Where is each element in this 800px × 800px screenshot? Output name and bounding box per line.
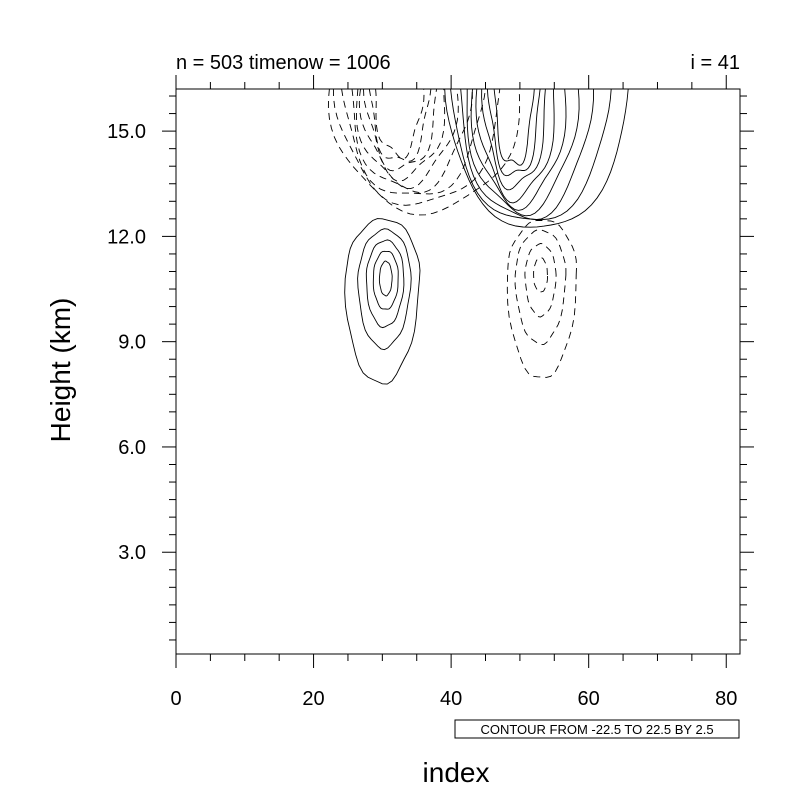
positive-contour [444,88,629,228]
axis-tick-labels: 0 20 40 60 80 3.0 6.0 9.0 12.0 15.0 [107,121,737,710]
positive-contour [378,260,393,297]
x-tick-label: 80 [715,688,737,710]
x-axis-label: index [423,757,490,788]
title-left: n = 503 timenow = 1006 [176,52,391,74]
contour-lines [327,88,629,385]
x-tick-label: 60 [578,688,600,710]
positive-contour [466,88,580,217]
y-tick-label: 12.0 [107,226,146,248]
positive-contour [365,239,405,329]
title-right: i = 41 [691,52,740,74]
x-tick-label: 0 [170,688,181,710]
negative-contour [533,257,548,293]
negative-contour [506,219,577,378]
y-tick-label: 6.0 [118,437,146,459]
y-tick-label: 15.0 [107,121,146,143]
y-tick-label: 9.0 [118,332,146,354]
positive-contour [372,250,399,310]
negative-contour [363,88,438,172]
plot-frame [175,88,741,655]
y-axis-label: Height (km) [45,298,76,443]
negative-contour [524,243,557,318]
negative-contour [341,88,486,195]
positive-contour [470,88,567,211]
negative-contour [355,88,459,190]
x-tick-label: 20 [302,688,324,710]
positive-contour [475,88,555,204]
x-tick-label: 40 [440,688,462,710]
negative-contour [514,229,567,346]
positive-contour [493,88,535,166]
negative-contour [351,88,473,194]
negative-contour [327,88,521,216]
contour-info-box [454,719,740,739]
negative-contour [358,88,446,182]
negative-contour [375,88,425,160]
positive-contour [460,88,594,221]
axis-ticks [162,75,754,668]
y-tick-label: 3.0 [118,542,146,564]
negative-contour [332,88,501,206]
positive-contour [357,228,412,351]
positive-contour [344,218,421,385]
positive-contour [486,88,541,177]
contour-info-text: CONTOUR FROM -22.5 TO 22.5 BY 2.5 [480,722,713,737]
positive-contour [481,88,546,191]
